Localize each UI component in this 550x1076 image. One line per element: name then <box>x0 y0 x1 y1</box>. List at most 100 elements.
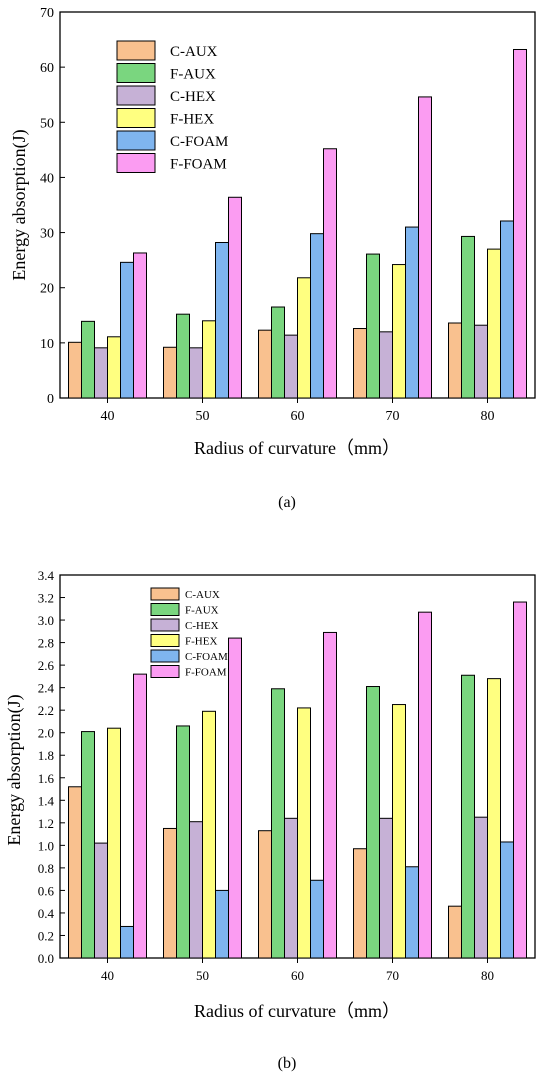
legend-swatch-f-foam <box>150 665 180 678</box>
y-ticks-a: 0 10 20 30 40 50 60 70 <box>40 6 65 407</box>
y-tick-label: 30 <box>40 227 54 242</box>
y-tick-label: 0.8 <box>38 861 54 876</box>
bar-f-foam-60 <box>323 148 337 399</box>
bar-f-aux-40 <box>81 731 95 959</box>
legend-label-c-foam: C-FOAM <box>170 134 228 150</box>
bar-f-foam-40 <box>133 252 147 399</box>
bar-f-foam-60 <box>323 631 337 959</box>
bar-c-foam-50 <box>215 889 229 959</box>
bar-f-aux-40 <box>81 320 95 399</box>
bar-f-hex-80 <box>487 678 501 959</box>
bar-f-hex-70 <box>392 264 406 399</box>
bar-c-foam-70 <box>405 866 419 959</box>
bar-c-aux-60 <box>258 329 272 399</box>
y-tick-label: 1.8 <box>38 748 54 763</box>
bar-c-foam-40 <box>120 925 134 959</box>
y-tick-label: 20 <box>40 282 54 297</box>
chart-a: 0 10 20 30 40 50 60 70 40 50 60 70 80 C-AUX F-AUX C-H… <box>9 6 536 511</box>
x-tick-label: 80 <box>481 968 494 983</box>
y-tick-label: 0 <box>47 392 54 407</box>
bar-c-aux-50 <box>163 827 177 959</box>
legend-label-f-aux: F-AUX <box>170 67 216 83</box>
y-tick-label: 0.6 <box>38 883 55 898</box>
x-tick-label: 80 <box>481 409 495 424</box>
legend-swatch-f-aux <box>150 603 180 616</box>
y-tick-label: 2.4 <box>38 681 55 696</box>
bar-c-aux-60 <box>258 830 272 959</box>
y-tick-label: 2.6 <box>38 658 55 673</box>
bars-b <box>68 601 527 959</box>
bar-c-foam-60 <box>310 233 324 399</box>
bar-f-aux-80 <box>461 235 475 399</box>
legend-label-f-hex: F-HEX <box>170 112 214 128</box>
bar-c-aux-80 <box>448 322 462 399</box>
legend-swatch-c-foam <box>150 649 180 663</box>
x-tick-label: 40 <box>101 409 115 424</box>
y-tick-label: 0.0 <box>38 951 54 966</box>
chart-b: 0.0 0.2 0.4 0.6 0.8 1.0 1.2 1.4 1.6 1.8 2.0 2.2 2.4 2… <box>4 568 536 1072</box>
bar-c-foam-70 <box>405 226 419 399</box>
legend-label-f-foam: F-FOAM <box>185 667 227 679</box>
y-tick-label: 2.8 <box>38 636 54 651</box>
legend-label-c-aux: C-AUX <box>185 589 220 601</box>
bar-c-hex-60 <box>284 817 298 959</box>
x-tick-label: 60 <box>291 409 305 424</box>
x-axis-label-b: Radius of curvature（mm） <box>194 1001 400 1021</box>
legend-label-c-hex: C-HEX <box>170 89 216 105</box>
y-tick-label: 1.4 <box>38 793 55 808</box>
y-tick-label: 50 <box>40 116 54 131</box>
legend-label-f-aux: F-AUX <box>185 605 219 617</box>
bar-f-foam-50 <box>228 196 242 399</box>
y-tick-label: 2.0 <box>38 726 54 741</box>
y-tick-label: 1.2 <box>38 816 54 831</box>
y-tick-label: 70 <box>40 6 54 21</box>
plot-area-a: 0 10 20 30 40 50 60 70 40 50 60 70 80 <box>40 6 536 424</box>
y-axis-label-a: Energy absorption(J) <box>9 129 30 280</box>
bar-f-foam-70 <box>418 96 432 399</box>
y-tick-label: 3.4 <box>38 568 55 583</box>
bar-f-foam-40 <box>133 673 147 959</box>
bar-f-hex-50 <box>202 320 216 399</box>
legend-a: C-AUX F-AUX C-HEX F-HEX C-FOAM F-FOAM <box>116 40 228 173</box>
legend-swatch-f-hex <box>116 108 156 128</box>
bars-a <box>68 48 527 399</box>
bar-c-foam-40 <box>120 261 134 399</box>
bar-f-foam-80 <box>513 601 527 959</box>
bar-c-foam-50 <box>215 241 229 399</box>
bar-c-aux-70 <box>353 328 367 399</box>
y-tick-label: 1.0 <box>38 838 54 853</box>
bar-c-hex-50 <box>189 821 203 959</box>
bar-f-aux-70 <box>366 253 380 399</box>
bar-c-hex-40 <box>94 347 108 399</box>
bar-f-hex-50 <box>202 710 216 959</box>
y-tick-label: 3.2 <box>38 591 54 606</box>
x-ticks-b: 40 50 60 70 80 <box>101 958 494 983</box>
legend-swatch-c-hex <box>150 618 180 632</box>
bar-f-hex-40 <box>107 727 121 959</box>
panel-label-a: (a) <box>278 494 296 511</box>
bar-c-hex-70 <box>379 331 393 399</box>
bar-f-aux-50 <box>176 313 190 399</box>
bar-c-aux-40 <box>68 341 82 399</box>
y-tick-label: 10 <box>40 337 54 352</box>
x-tick-label: 50 <box>196 968 209 983</box>
bar-c-hex-60 <box>284 334 298 399</box>
y-tick-label: 0.2 <box>38 928 54 943</box>
bar-c-foam-60 <box>310 879 324 959</box>
bar-c-hex-40 <box>94 842 108 959</box>
legend-label-f-foam: F-FOAM <box>170 157 227 173</box>
bar-f-hex-70 <box>392 704 406 959</box>
legend-swatch-c-hex <box>116 85 156 106</box>
y-axis-label-b: Energy absorption(J) <box>4 694 25 845</box>
y-tick-label: 0.4 <box>38 906 55 921</box>
x-tick-label: 60 <box>291 968 304 983</box>
x-tick-label: 70 <box>386 409 400 424</box>
legend-label-c-aux: C-AUX <box>170 44 218 60</box>
y-tick-label: 40 <box>40 171 54 186</box>
x-axis-label-a: Radius of curvature（mm） <box>194 438 400 458</box>
bar-c-aux-70 <box>353 848 367 959</box>
bar-c-foam-80 <box>500 220 514 399</box>
legend-swatch-f-aux <box>116 63 156 83</box>
legend-swatch-c-aux <box>116 40 156 61</box>
bar-f-hex-40 <box>107 336 121 399</box>
